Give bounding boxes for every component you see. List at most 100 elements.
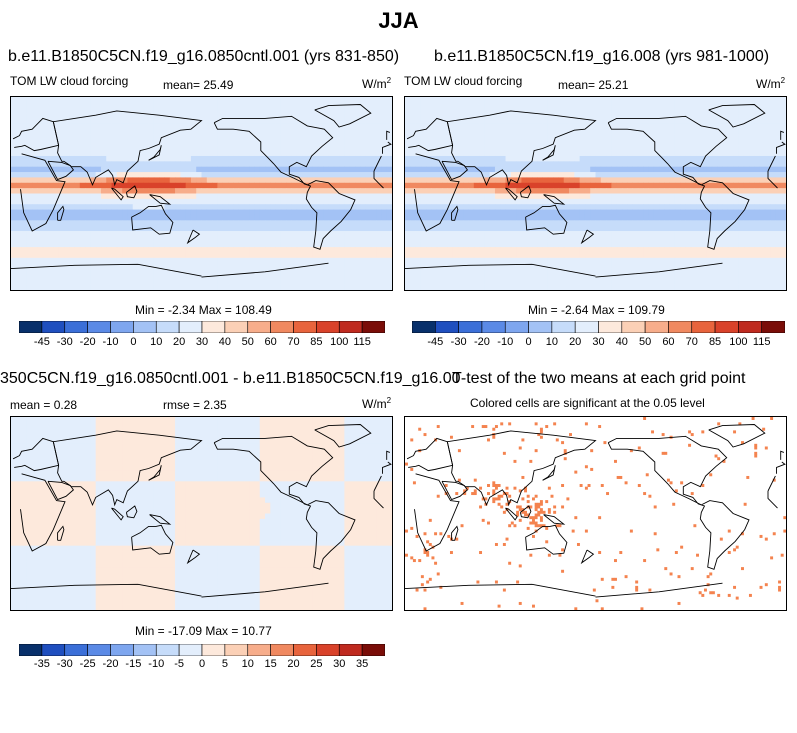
panel2-cell: [500, 102, 506, 109]
panel2-cell: [563, 97, 570, 103]
panel2-cell: [759, 177, 766, 184]
panel2-cell: [770, 150, 776, 157]
panel1-cell: [164, 107, 171, 114]
panel1-cell: [37, 209, 44, 216]
panel2-cell: [685, 155, 692, 162]
panel1-cell: [217, 129, 224, 135]
panel2-cell: [595, 155, 602, 162]
panel1-cell: [249, 139, 255, 146]
panel2-cell: [717, 247, 723, 253]
panel1-cell: [111, 113, 118, 119]
panel1-cell: [116, 188, 123, 194]
panel1-cell: [169, 193, 176, 200]
panel1-cell: [296, 145, 303, 152]
panel2-cell: [711, 188, 718, 194]
panel2-cell: [405, 236, 411, 243]
panel2-cell: [452, 247, 459, 253]
panel1-cell: [265, 220, 271, 227]
panel1-coastline: [314, 104, 372, 128]
panel1-cell: [270, 123, 276, 130]
panel1-cell: [296, 193, 303, 200]
panel1-cell: [333, 155, 340, 162]
panel1-cell: [21, 279, 28, 286]
panel2-cell: [584, 231, 591, 237]
panel2-cell: [690, 204, 697, 210]
panel1-cell: [370, 188, 377, 194]
panel2-cell: [526, 155, 533, 162]
panel1-cell: [53, 268, 60, 275]
panel1-cell: [48, 177, 54, 184]
panel2-cell: [584, 241, 591, 248]
panel2-cell: [547, 97, 554, 103]
panel2-cell: [780, 113, 786, 119]
panel1-cell: [185, 161, 192, 168]
panel2-cell: [754, 102, 760, 109]
panel1-cell: [386, 268, 392, 275]
panel2-cell: [690, 193, 697, 200]
panel2-cell: [584, 214, 591, 221]
panel2-cell: [426, 172, 432, 178]
panel1-cell: [159, 145, 165, 152]
panel1-cell: [11, 161, 17, 168]
panel1-cell: [344, 123, 351, 130]
panel1-cell: [212, 188, 218, 194]
panel2-cell: [711, 155, 718, 162]
panel1-cell: [296, 214, 303, 221]
panel1-cell: [302, 155, 308, 162]
panel2-cell: [574, 172, 581, 178]
panel2-cell: [706, 113, 713, 119]
panel1-cell: [100, 209, 107, 216]
panel1-cell: [212, 273, 218, 280]
panel2-cell: [722, 161, 729, 168]
panel2-cell: [484, 236, 491, 243]
panel1-cell: [344, 118, 351, 125]
panel1-cell: [349, 225, 356, 232]
panel2-cell: [674, 252, 681, 259]
panel2-cell: [616, 182, 623, 189]
panel1-cell: [381, 172, 388, 178]
panel1-cell: [175, 129, 181, 135]
panel2-cell: [415, 188, 422, 194]
panel2-cell: [553, 177, 559, 184]
panel2-cell: [727, 118, 734, 125]
panel1-cell: [169, 279, 176, 286]
panel1-cell: [201, 284, 208, 290]
panel1-cell: [317, 241, 324, 248]
panel2-cell: [643, 204, 649, 210]
panel1-cell: [185, 118, 192, 125]
panel2-cell: [653, 204, 660, 210]
panel1-cell: [90, 209, 97, 216]
panel1-cell: [222, 220, 229, 227]
panel2-cell: [659, 225, 665, 232]
panel2-cell: [494, 161, 501, 168]
panel1-cell: [296, 198, 303, 205]
panel2-cell: [690, 182, 697, 189]
panel1-cell: [312, 139, 319, 146]
panel2-cell: [516, 102, 522, 109]
panel1-cell: [53, 102, 60, 109]
panel1-cell: [58, 113, 65, 119]
panel1-cell: [344, 204, 351, 210]
panel1-cell: [249, 155, 255, 162]
panel1-cell: [238, 284, 245, 290]
panel2-cell: [468, 231, 475, 237]
panel2-cell: [590, 177, 596, 184]
panel1-cell: [243, 247, 250, 253]
panel2-cell: [717, 193, 723, 200]
panel1-cell: [328, 279, 335, 286]
panel1-cell: [354, 247, 361, 253]
panel1-cell: [143, 279, 149, 286]
panel1-cell: [323, 107, 329, 114]
panel2-cell: [537, 150, 543, 157]
panel1-cell: [106, 284, 112, 290]
panel2-cell: [563, 155, 570, 162]
panel2-cell: [653, 220, 660, 227]
panel1-cell: [238, 225, 245, 232]
panel1-cell: [69, 97, 75, 103]
panel2-cell: [516, 97, 522, 103]
panel1-cell: [312, 209, 319, 216]
panel1-cell: [217, 247, 224, 253]
panel2-cell: [447, 214, 454, 221]
panel2-cell: [653, 129, 660, 135]
panel2-cell: [722, 247, 729, 253]
